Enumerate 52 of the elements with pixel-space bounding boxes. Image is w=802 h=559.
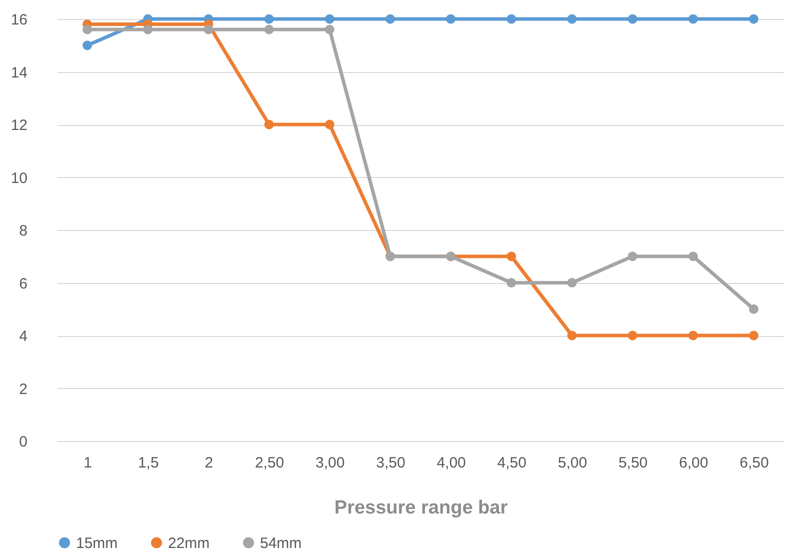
point (688, 330, 698, 340)
point (628, 14, 638, 24)
y-tick-label: 6 (19, 275, 28, 292)
y-tick-label: 10 (10, 170, 28, 187)
point (567, 14, 577, 24)
point (385, 14, 395, 24)
y-tick-label: 8 (19, 222, 28, 240)
point (143, 24, 153, 34)
point (264, 120, 274, 130)
point (264, 24, 274, 34)
point (264, 14, 274, 24)
point (748, 304, 758, 314)
x-tick-label: 3,00 (316, 454, 345, 472)
x-tick-label: 5,50 (618, 454, 648, 472)
x-tick-label: 4,00 (436, 454, 466, 472)
x-axis-title: Pressure range bar (334, 498, 508, 518)
y-tick-label: 4 (19, 328, 28, 345)
point (628, 330, 638, 340)
point (324, 120, 334, 130)
y-tick-label: 2 (19, 380, 28, 398)
y-tick-label: 0 (19, 434, 28, 450)
legend-label: 15mm (76, 534, 118, 552)
point (82, 24, 92, 34)
x-tick-label: 1,5 (138, 454, 159, 472)
point (204, 24, 214, 34)
x-tick-label: 6,00 (679, 454, 708, 472)
point (82, 40, 92, 50)
x-tick-label: 4,50 (497, 454, 526, 472)
point (628, 252, 638, 262)
x-tick-label: 6,50 (740, 454, 769, 472)
x-tick-label: 2 (204, 454, 214, 472)
point (506, 278, 516, 288)
point (567, 330, 577, 340)
point (688, 252, 698, 262)
point (567, 278, 577, 288)
x-tick-label: 2,50 (254, 454, 284, 472)
point (446, 14, 456, 24)
x-tick-label: 1 (84, 454, 92, 472)
x-tick-label: 5,00 (558, 454, 588, 472)
point (324, 24, 334, 34)
point (688, 14, 698, 24)
legend-label: 22mm (168, 534, 210, 552)
point (506, 252, 516, 262)
x-tick-label: 3,50 (376, 454, 406, 472)
point (748, 14, 758, 24)
legend-label: 54mm (260, 534, 302, 552)
y-tick-label: 14 (10, 64, 28, 82)
point (324, 14, 334, 24)
point (506, 14, 516, 24)
y-tick-label: 16 (10, 12, 28, 28)
y-tick-label: 12 (10, 117, 28, 134)
point (748, 330, 758, 340)
